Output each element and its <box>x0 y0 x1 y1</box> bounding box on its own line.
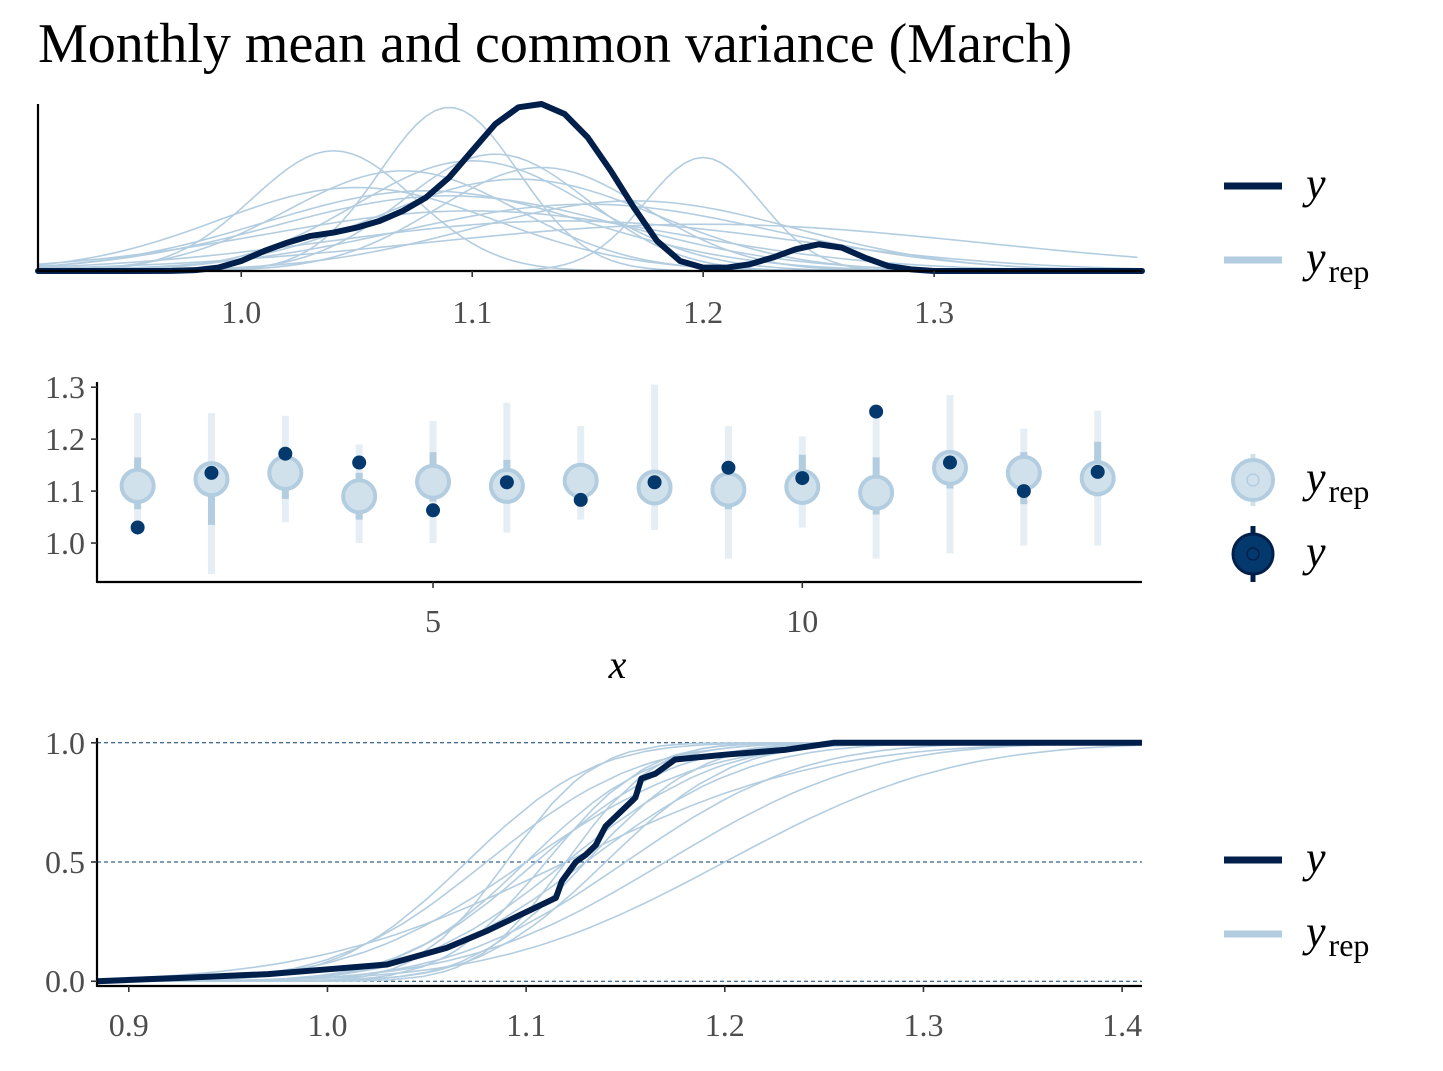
legend-label-main: y <box>1302 159 1326 208</box>
y-point <box>795 471 810 486</box>
y-point <box>352 455 367 470</box>
y-point <box>426 503 441 518</box>
y-point <box>130 520 145 535</box>
y-tick-label: 1.2 <box>45 421 85 457</box>
yrep-density-line-6 <box>37 190 1138 272</box>
y-point <box>1090 464 1105 479</box>
legend-label-yrep: yrep <box>1302 453 1369 509</box>
legend-key-yrep-point <box>1231 458 1275 502</box>
y-tick-label: 1.3 <box>45 369 85 405</box>
legend-key-yrep-point-inner <box>1246 473 1260 487</box>
yrep-density-line-15 <box>37 223 1138 270</box>
yrep-median-point <box>710 471 747 508</box>
y-tick-label: 1.0 <box>45 725 85 761</box>
yrep-median-point <box>267 454 304 491</box>
x-tick-label: 1.1 <box>452 294 492 330</box>
legend-label-main: y <box>1302 453 1326 502</box>
y-point <box>204 465 219 480</box>
legend-key-y-point <box>1231 532 1275 576</box>
legend-label-main: y <box>1302 233 1326 282</box>
x-tick-label: 1.2 <box>683 294 723 330</box>
x-tick-label: 1.4 <box>1102 1007 1142 1043</box>
density-panel: 1.0 1.1 1.2 1.3 <box>35 101 1145 330</box>
yrep-median-point <box>341 478 378 515</box>
y-density-line <box>35 101 1145 274</box>
y-point <box>721 460 736 475</box>
y-point <box>647 475 662 490</box>
legend-label-subscript: rep <box>1329 473 1370 509</box>
yrep-median-point <box>784 468 821 505</box>
x-tick-label: 1.2 <box>705 1007 745 1043</box>
legend-label-y: y <box>1302 527 1326 576</box>
yrep-density-line-14 <box>38 153 1138 272</box>
x-tick-label: 1.0 <box>221 294 261 330</box>
x-axis-title: x <box>608 642 627 687</box>
legend-label-y: y <box>1302 159 1326 208</box>
legend-label-main: y <box>1302 907 1326 956</box>
legend-label-main: y <box>1302 833 1326 882</box>
legend-label-y: y <box>1302 833 1326 882</box>
legend-label-yrep: yrep <box>1302 233 1369 289</box>
y-point <box>942 455 957 470</box>
x-tick-label: 1.3 <box>914 294 954 330</box>
yrep-density-line-1 <box>37 149 1138 272</box>
legend-label-subscript: rep <box>1329 927 1370 963</box>
y-point <box>278 446 293 461</box>
y-tick-label: 0.0 <box>45 963 85 999</box>
y-tick-label: 1.0 <box>45 525 85 561</box>
y-point <box>573 492 588 507</box>
yrep-ecdf-line-14 <box>152 744 1137 982</box>
chart-title: Monthly mean and common variance (March) <box>38 13 1073 75</box>
yrep-density-line-3 <box>38 156 1138 272</box>
legend-label-yrep: yrep <box>1302 907 1369 963</box>
yrep-median-point <box>415 463 452 500</box>
x-tick-label: 0.9 <box>109 1007 149 1043</box>
x-tick-label: 5 <box>425 603 441 639</box>
legend-label-main: y <box>1302 527 1326 576</box>
y-tick-label: 0.5 <box>45 844 85 880</box>
x-tick-label: 1.0 <box>307 1007 347 1043</box>
intervals-panel: 5 10 1.0 1.1 1.2 1.3 x <box>45 369 1142 687</box>
y-ecdf-line <box>96 739 1142 985</box>
y-point <box>499 475 514 490</box>
yrep-median-point <box>119 467 156 504</box>
ecdf-panel: 0.9 1.0 1.1 1.2 1.3 1.4 0.0 0.5 1.0 <box>45 725 1142 1043</box>
yrep-median-point <box>562 462 599 499</box>
yrep-median-point <box>858 474 895 511</box>
x-tick-label: 10 <box>786 603 818 639</box>
legend-label-subscript: rep <box>1329 253 1370 289</box>
y-point <box>1016 484 1031 499</box>
y-point <box>869 404 884 419</box>
y-tick-label: 1.1 <box>45 473 85 509</box>
x-tick-label: 1.3 <box>903 1007 943 1043</box>
yrep-density-line-13 <box>37 220 1138 270</box>
x-tick-label: 1.1 <box>506 1007 546 1043</box>
legend-key-y-point-inner <box>1246 547 1260 561</box>
yrep-ecdf-line-13 <box>144 742 1129 978</box>
